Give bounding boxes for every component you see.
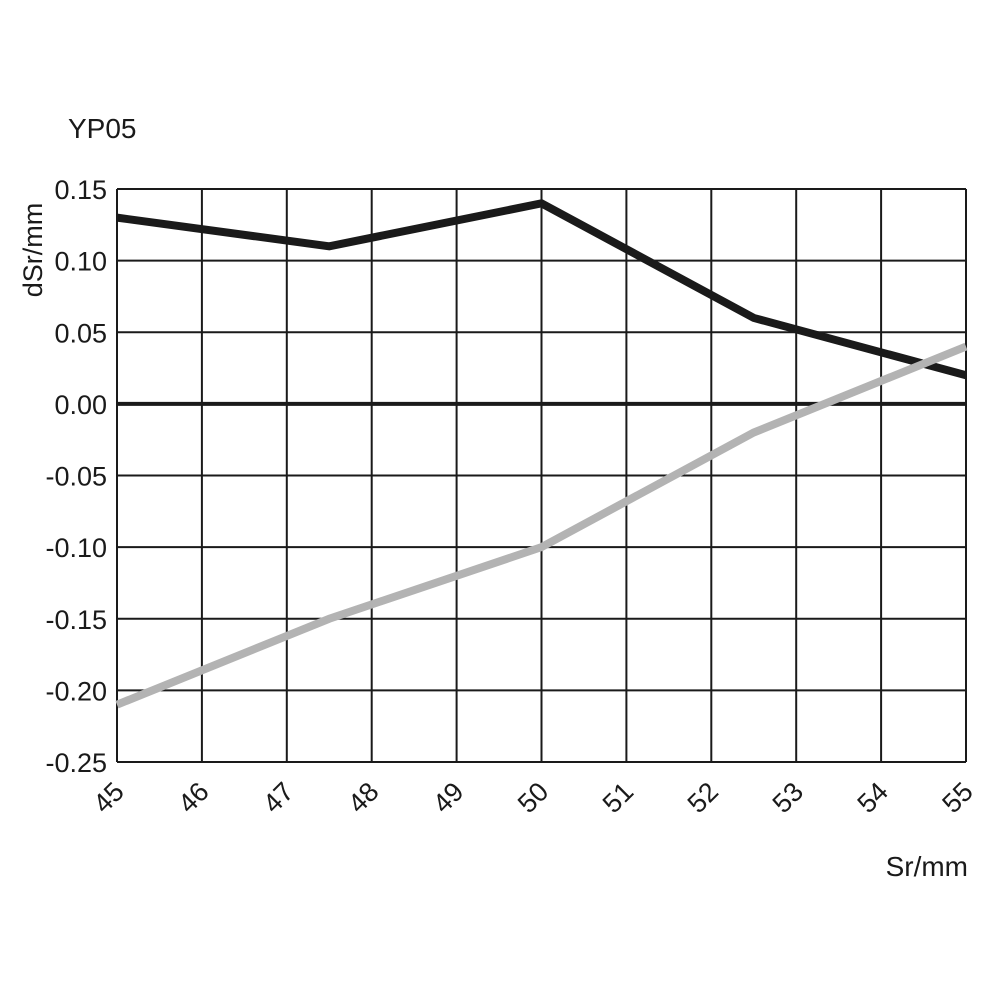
series-line-black [116, 199, 968, 380]
x-tick-label: 52 [682, 776, 724, 818]
series-group [115, 199, 968, 709]
x-tick-label: 46 [172, 776, 214, 818]
y-tick-label: 0.10 [54, 247, 107, 277]
y-tick-label: -0.25 [45, 748, 107, 778]
grid [116, 188, 967, 763]
y-tick-label: 0.05 [54, 318, 107, 348]
y-axis-label: dSr/mm [18, 203, 48, 298]
chart-title: YP05 [68, 113, 137, 144]
x-tick-label: 54 [852, 776, 894, 818]
x-tick-label: 49 [427, 776, 469, 818]
series-line-gray [115, 342, 968, 709]
y-tick-label: -0.05 [45, 462, 107, 492]
y-tick-label: 0.00 [54, 390, 107, 420]
x-tick-labels: 45 46 47 48 49 50 51 52 53 54 55 [87, 776, 978, 818]
y-tick-label: -0.20 [45, 676, 107, 706]
x-tick-label: 53 [767, 776, 809, 818]
y-tick-label: -0.15 [45, 605, 107, 635]
x-tick-label: 45 [87, 776, 129, 818]
x-tick-label: 47 [257, 776, 299, 818]
x-tick-label: 50 [512, 776, 554, 818]
x-tick-label: 55 [936, 776, 978, 818]
y-tick-label: 0.15 [54, 175, 107, 205]
y-tick-label: -0.10 [45, 533, 107, 563]
x-tick-label: 51 [597, 776, 639, 818]
x-tick-label: 48 [342, 776, 384, 818]
x-axis-label: Sr/mm [886, 851, 968, 882]
y-tick-labels: 0.15 0.10 0.05 0.00 -0.05 -0.10 -0.15 -0.20 -0.2… [45, 175, 107, 778]
